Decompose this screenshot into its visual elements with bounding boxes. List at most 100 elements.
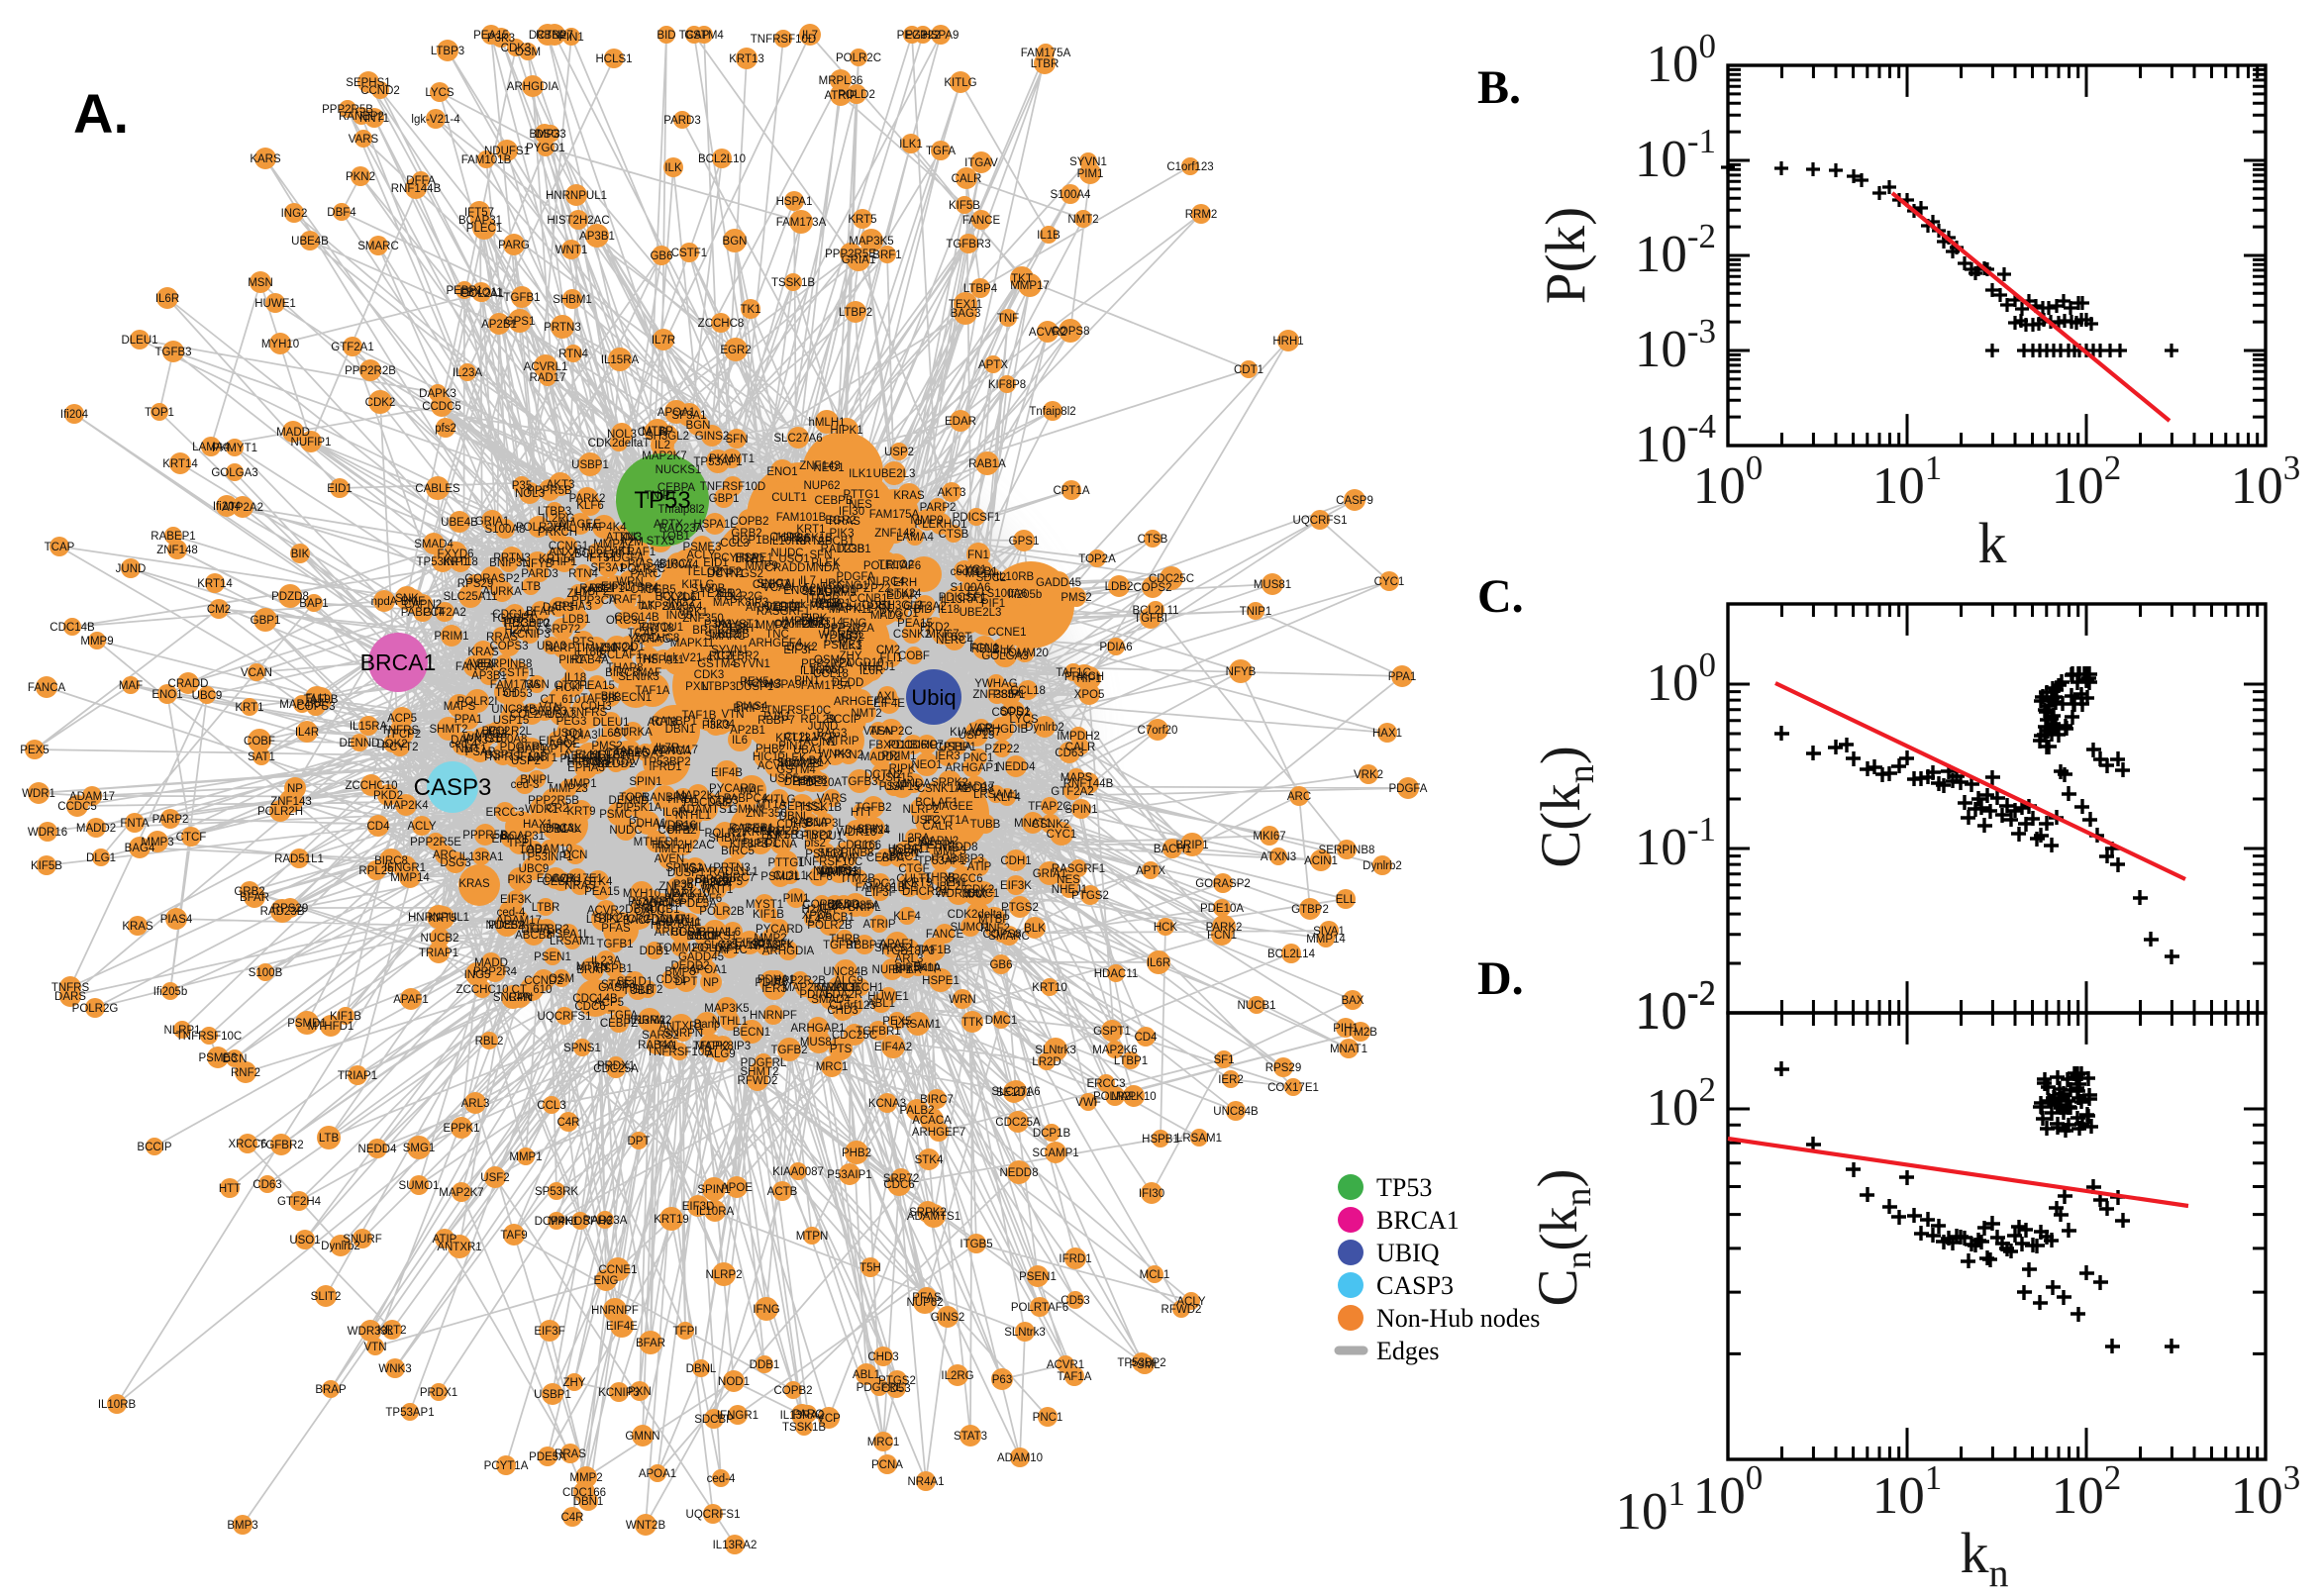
svg-text:S100B: S100B [249,967,283,979]
svg-text:UNC84B: UNC84B [1213,1106,1259,1118]
svg-text:TGFB1: TGFB1 [596,939,633,950]
svg-text:ZCCHC8: ZCCHC8 [698,318,745,330]
svg-text:TGFBR1: TGFBR1 [490,613,535,625]
svg-text:HRH1: HRH1 [1272,336,1303,348]
svg-text:RPS29: RPS29 [1265,1062,1301,1074]
svg-text:MAX: MAX [962,889,987,901]
svg-text:TGFA: TGFA [926,146,956,157]
svg-text:SCAMP1: SCAMP1 [1032,1147,1078,1159]
svg-text:HSPB1: HSPB1 [595,963,633,975]
svg-text:WDR1: WDR1 [22,788,55,800]
svg-text:CD63: CD63 [252,1179,281,1191]
svg-text:HIC1: HIC1 [854,841,879,852]
svg-text:STK4: STK4 [915,1154,944,1166]
svg-text:TNFRSF10D: TNFRSF10D [700,481,765,493]
svg-text:ACVRL1: ACVRL1 [524,361,568,373]
svg-text:DBNL: DBNL [686,1363,717,1375]
svg-text:ACVR1: ACVR1 [758,760,795,772]
svg-text:Ifi204: Ifi204 [60,409,89,421]
svg-text:ZNF24: ZNF24 [599,643,635,654]
svg-text:POLR2C: POLR2C [836,52,881,64]
svg-text:MMP2: MMP2 [569,1472,602,1484]
svg-text:JUND: JUND [116,563,147,575]
svg-text:HRH1: HRH1 [667,794,698,806]
svg-text:CCND2: CCND2 [360,85,400,97]
svg-text:GB6: GB6 [989,959,1012,971]
svg-text:KIF5B: KIF5B [31,860,62,872]
svg-text:NOD1: NOD1 [718,1376,750,1388]
svg-text:CHD3: CHD3 [867,1351,898,1363]
svg-text:HTT: HTT [851,807,872,819]
svg-text:C7orf20: C7orf20 [1138,725,1178,737]
svg-text:MSN: MSN [524,679,550,691]
svg-text:VTN: VTN [364,1342,387,1353]
svg-text:IL23A: IL23A [453,367,482,379]
svg-text:PIK3: PIK3 [508,874,533,886]
svg-text:UBE4B: UBE4B [291,236,329,248]
svg-text:PDGFA: PDGFA [1389,783,1428,795]
svg-text:RAD51L1: RAD51L1 [274,853,324,865]
svg-text:LTB: LTB [521,581,542,593]
svg-text:ILK1: ILK1 [899,139,923,150]
svg-text:ERCC3: ERCC3 [486,807,525,819]
svg-text:TGFBR2: TGFBR2 [258,1140,303,1151]
svg-text:KRT9: KRT9 [566,806,595,818]
svg-text:SPIN1: SPIN1 [1064,804,1097,816]
svg-text:SPNS1: SPNS1 [563,1043,601,1054]
svg-text:POLRTAF6: POLRTAF6 [863,560,921,572]
svg-text:MAP3K5: MAP3K5 [704,1003,749,1015]
svg-text:CAPN2: CAPN2 [921,836,959,848]
svg-text:CDC14A: CDC14A [643,914,688,926]
svg-text:ABCB8: ABCB8 [515,930,553,942]
svg-text:RTN4: RTN4 [568,568,598,580]
svg-text:P(k): P(k) [1535,207,1597,304]
svg-text:LTBP3: LTBP3 [431,46,464,57]
svg-text:APTX: APTX [978,359,1008,371]
svg-text:ITM2B: ITM2B [1344,1027,1377,1039]
svg-text:GORASP2: GORASP2 [1195,878,1251,890]
svg-text:EIF3K: EIF3K [1000,880,1032,892]
svg-text:KARS: KARS [250,153,281,165]
svg-text:OSM: OSM [515,47,541,58]
svg-text:MAP2K7: MAP2K7 [642,450,686,462]
svg-text:COPS8: COPS8 [1052,326,1090,338]
svg-text:PARD3: PARD3 [663,115,701,127]
svg-text:APAF1: APAF1 [393,994,429,1006]
svg-text:PIN1: PIN1 [558,32,584,44]
svg-text:CDS1: CDS1 [656,974,687,986]
svg-text:IFT57: IFT57 [464,207,494,219]
svg-text:SMARC: SMARC [357,241,399,252]
svg-text:IFI30: IFI30 [1139,1188,1164,1200]
svg-text:DDB1: DDB1 [750,1359,780,1371]
svg-text:SNRPN: SNRPN [663,1028,703,1040]
svg-text:AURKA: AURKA [482,586,522,598]
svg-text:GINS2: GINS2 [695,431,730,443]
svg-text:BFAR: BFAR [240,892,269,904]
svg-text:PTTG1: PTTG1 [843,489,879,501]
svg-text:KRT18: KRT18 [639,623,674,635]
svg-text:lgk-V21-4: lgk-V21-4 [411,114,460,126]
svg-text:ACVR1: ACVR1 [1047,1359,1084,1371]
svg-text:IER2: IER2 [716,588,742,600]
svg-text:TAF1B: TAF1B [917,945,952,956]
svg-text:AKT3: AKT3 [938,487,966,499]
svg-text:BNIPL: BNIPL [520,774,554,786]
svg-text:TFAP2C: TFAP2C [869,726,912,738]
svg-text:LTB: LTB [319,1133,340,1145]
svg-text:HDAC11: HDAC11 [1094,968,1139,980]
svg-text:DCP1B: DCP1B [732,535,770,547]
svg-text:DENND: DENND [340,738,380,749]
svg-text:UQCRFS1: UQCRFS1 [686,1509,741,1521]
svg-text:C.: C. [1477,570,1524,623]
svg-text:BCL2L11: BCL2L11 [1132,605,1178,617]
svg-text:GPS1: GPS1 [1009,536,1040,548]
svg-text:SMG1: SMG1 [403,1143,436,1154]
svg-text:SNK: SNK [757,578,780,590]
svg-text:PARP2: PARP2 [920,502,957,514]
svg-text:IL2RA: IL2RA [819,901,851,913]
svg-text:UQCRFS1: UQCRFS1 [538,1011,592,1023]
svg-text:P3K3: P3K3 [487,33,515,45]
svg-text:IL13RA1: IL13RA1 [941,594,985,606]
svg-text:TGFB1: TGFB1 [503,292,540,304]
svg-text:TSSK1B: TSSK1B [771,277,815,289]
